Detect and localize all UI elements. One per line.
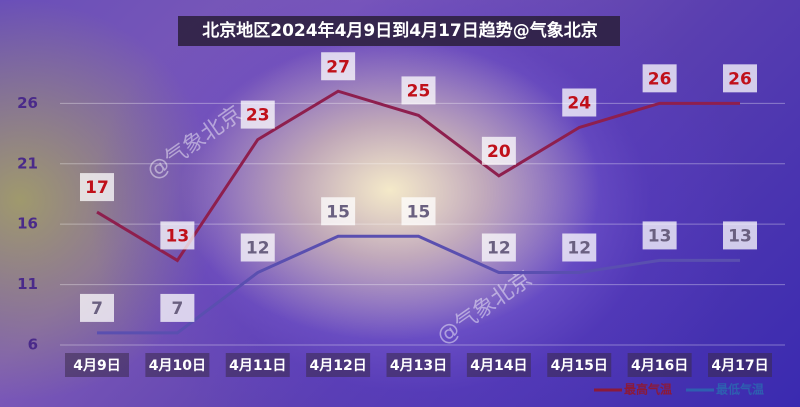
data-label-box: [723, 64, 757, 93]
x-tick-box: [65, 353, 129, 377]
data-label: 15: [326, 202, 350, 222]
y-tick-label: 6: [28, 336, 38, 354]
x-tick-box: [466, 353, 531, 377]
data-label-box: [642, 221, 677, 250]
watermark: @气象北京: [433, 266, 537, 350]
y-tick-label: 26: [17, 94, 38, 112]
data-label: 13: [728, 226, 752, 246]
data-label-box: [562, 88, 597, 117]
data-label: 15: [407, 202, 431, 222]
data-label: 25: [407, 81, 431, 101]
x-tick-label: 4月15日: [551, 358, 608, 374]
data-label-box: [723, 221, 757, 250]
data-label-box: [80, 293, 114, 322]
data-label-box: [481, 136, 516, 165]
x-tick-label: 4月13日: [390, 358, 447, 374]
x-tick-box: [627, 353, 692, 377]
x-tick-box: [145, 353, 210, 377]
x-tick-label: 4月14日: [470, 358, 527, 374]
data-label-box: [80, 173, 114, 202]
x-tick-box: [386, 353, 451, 377]
y-tick-label: 21: [17, 154, 38, 172]
x-tick-label: 4月10日: [149, 358, 206, 374]
data-label: 12: [567, 239, 591, 259]
series-line: [97, 234, 740, 335]
data-label-box: [321, 52, 356, 81]
data-label: 17: [85, 178, 109, 198]
data-label: 27: [326, 57, 350, 77]
x-tick-box: [306, 353, 371, 377]
x-tick-label: 4月11日: [229, 358, 286, 374]
series-line: [96, 89, 740, 263]
data-label-box: [642, 64, 677, 93]
data-label: 7: [91, 299, 103, 319]
data-label-box: [240, 233, 275, 262]
x-tick-box: [708, 353, 772, 377]
legend-label: 最高气温: [624, 382, 672, 397]
data-label-box: [240, 100, 275, 129]
data-label: 13: [166, 226, 190, 246]
data-label: 20: [487, 142, 511, 162]
data-label: 26: [728, 69, 752, 89]
data-label-box: [321, 197, 356, 226]
y-tick-label: 16: [17, 215, 38, 233]
x-tick-label: 4月17日: [711, 358, 768, 374]
x-tick-label: 4月12日: [310, 358, 367, 374]
data-label-box: [401, 76, 436, 105]
data-label-box: [481, 233, 516, 262]
y-tick-label: 11: [17, 275, 38, 293]
data-label: 24: [567, 94, 591, 114]
data-label-box: [160, 293, 195, 322]
x-tick-label: 4月9日: [73, 358, 120, 374]
legend-label: 最低气温: [716, 382, 764, 397]
data-label: 23: [246, 106, 270, 126]
data-label: 12: [246, 239, 270, 259]
data-label: 12: [487, 239, 511, 259]
x-tick-label: 4月16日: [631, 358, 688, 374]
data-label: 26: [648, 69, 672, 89]
title-box: [178, 16, 620, 46]
chart-title: 北京地区2024年4月9日到4月17日趋势@气象北京: [202, 20, 597, 41]
watermark: @气象北京: [143, 101, 247, 185]
data-label-box: [160, 221, 195, 250]
x-tick-box: [225, 353, 290, 377]
data-label-box: [401, 197, 436, 226]
data-label: 7: [171, 299, 183, 319]
x-tick-box: [547, 353, 612, 377]
data-label: 13: [648, 226, 672, 246]
data-label-box: [562, 233, 597, 262]
